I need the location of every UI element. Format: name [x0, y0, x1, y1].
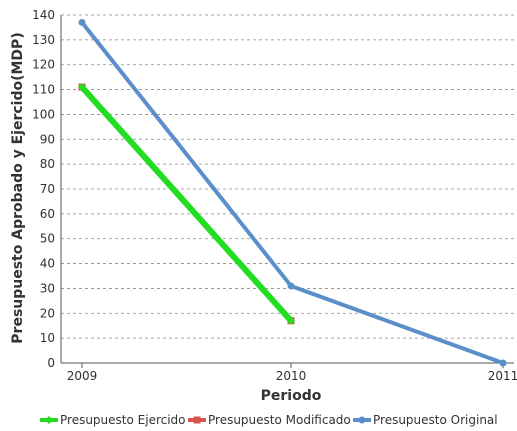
point-marker: [78, 83, 86, 92]
series-line: [79, 84, 294, 324]
legend-label: Presupuesto Ejercido: [60, 413, 186, 427]
series-line: [80, 20, 505, 365]
legend-label: Presupuesto Original: [373, 413, 498, 427]
y-tick-label: 110: [32, 83, 55, 97]
series-presupuesto-original: [78, 18, 507, 367]
grid-lines: [61, 14, 514, 339]
y-tick-label: 120: [32, 58, 55, 72]
point-marker: [45, 416, 53, 424]
tick-labels: 0 10 20 30 40 50 60 70 80 90 100 110 120 130 140 2009 20…: [32, 8, 517, 383]
y-tick-label: 140: [32, 8, 55, 22]
y-tick-label: 60: [40, 207, 55, 221]
y-tick-label: 130: [32, 33, 55, 47]
legend-item: Presupuesto Modificado: [188, 413, 351, 427]
x-tick-label: 2011: [488, 369, 517, 383]
legend-item: Presupuesto Original: [353, 413, 498, 427]
series-lines: [78, 18, 507, 367]
point-marker: [499, 359, 507, 367]
y-tick-label: 20: [40, 306, 55, 320]
legend: Presupuesto Ejercido Presupuesto Modifica…: [40, 413, 498, 427]
y-tick-label: 100: [32, 107, 55, 121]
y-tick-label: 90: [40, 132, 55, 146]
point-marker: [287, 282, 295, 290]
y-tick-label: 40: [40, 257, 55, 271]
x-tick-label: 2010: [276, 369, 307, 383]
x-axis-title: Periodo: [261, 388, 322, 404]
x-tick-label: 2009: [67, 369, 98, 383]
point-marker: [358, 416, 366, 424]
point-marker: [78, 18, 86, 26]
y-axis-title: Presupuesto Aprobado y Ejercido(MDP): [10, 32, 26, 343]
y-tick-label: 0: [47, 356, 55, 370]
y-tick-label: 80: [40, 157, 55, 171]
legend-item: Presupuesto Ejercido: [40, 413, 186, 427]
point-marker: [287, 316, 295, 325]
series-presupuesto-ejercido: [78, 83, 295, 325]
y-tick-label: 70: [40, 182, 55, 196]
point-marker: [193, 416, 201, 424]
y-tick-label: 50: [40, 232, 55, 246]
y-tick-label: 30: [40, 281, 55, 295]
y-tick-label: 10: [40, 331, 55, 345]
legend-label: Presupuesto Modificado: [208, 413, 351, 427]
